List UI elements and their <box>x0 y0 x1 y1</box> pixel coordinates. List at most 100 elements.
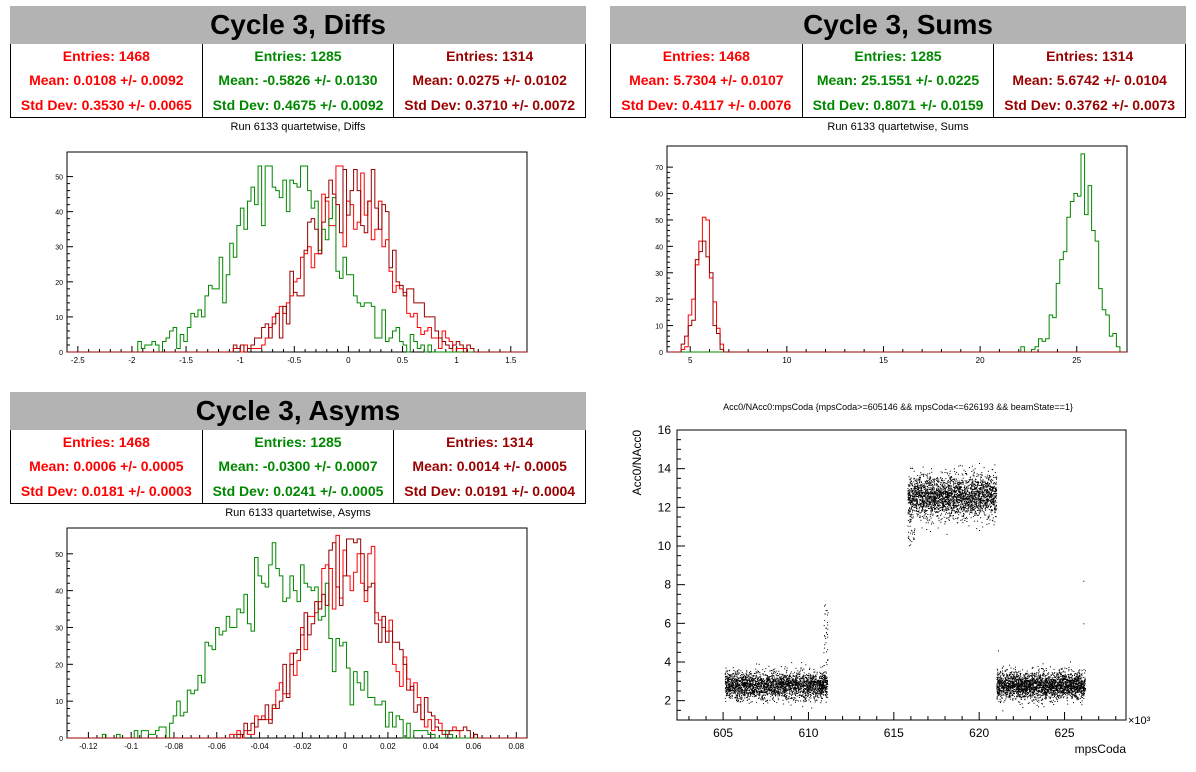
scatter-point <box>929 487 931 489</box>
scatter-point <box>934 491 936 493</box>
scatter-point <box>732 690 734 692</box>
scatter-point <box>801 677 802 679</box>
scatter-point <box>771 673 773 675</box>
stat-mean: Mean: 0.0014 +/- 0.0005 <box>412 458 567 475</box>
scatter-point <box>756 687 758 689</box>
scatter-point <box>960 509 962 511</box>
scatter-point <box>976 503 978 505</box>
scatter-point <box>809 680 811 682</box>
scatter-point <box>785 672 787 674</box>
scatter-point <box>802 682 803 684</box>
scatter-point <box>730 675 732 677</box>
scatter-point <box>783 689 785 691</box>
scatter-point <box>771 689 773 691</box>
scatter-point <box>950 498 952 500</box>
scatter-point <box>747 686 749 687</box>
scatter-point <box>816 695 818 697</box>
scatter-point <box>929 483 931 485</box>
scatter-point <box>963 505 964 507</box>
scatter-point <box>907 511 909 513</box>
scatter-point <box>821 676 823 678</box>
scatter-point <box>985 489 987 491</box>
scatter-point <box>789 693 791 695</box>
scatter-point <box>990 487 992 489</box>
scatter-point <box>808 692 810 694</box>
scatter-point <box>755 689 757 691</box>
scatter-point <box>784 691 786 693</box>
scatter-point <box>821 691 822 693</box>
scatter-point <box>911 487 913 489</box>
scatter-point <box>933 488 935 490</box>
scatter-point <box>796 688 797 689</box>
scatter-point <box>953 507 955 509</box>
scatter-point <box>787 674 789 676</box>
scatter-point <box>797 684 799 686</box>
scatter-point <box>960 486 962 488</box>
scatter-point <box>766 685 768 687</box>
scatter-point <box>798 690 800 692</box>
scatter-point <box>805 697 807 699</box>
scatter-point <box>765 682 767 684</box>
scatter-point <box>771 684 773 686</box>
scatter-point <box>778 691 780 693</box>
scatter-point <box>967 485 969 487</box>
scatter-point <box>814 687 816 689</box>
scatter-point <box>951 500 953 502</box>
scatter-point <box>740 686 742 688</box>
scatter-point <box>782 682 784 684</box>
scatter-point <box>933 482 935 484</box>
scatter-point <box>779 678 781 680</box>
scatter-point <box>960 519 962 521</box>
scatter-point <box>812 682 814 684</box>
scatter-point <box>973 471 975 473</box>
scatter-point <box>746 692 748 693</box>
scatter-point <box>961 465 963 467</box>
scatter-point <box>972 483 974 485</box>
scatter-point <box>817 684 819 686</box>
scatter-point <box>728 697 730 699</box>
scatter-point <box>992 499 994 501</box>
scatter-point <box>947 498 949 500</box>
scatter-point <box>964 506 966 508</box>
scatter-point <box>740 670 742 672</box>
scatter-point <box>934 503 936 505</box>
scatter-point <box>921 508 923 510</box>
scatter-point <box>819 691 821 693</box>
scatter-point <box>810 677 811 679</box>
scatter-point <box>811 687 813 689</box>
scatter-point <box>764 690 766 692</box>
scatter-point <box>972 490 974 492</box>
scatter-point <box>807 677 809 679</box>
scatter-point <box>743 684 745 686</box>
scatter-point <box>805 677 807 678</box>
scatter-point <box>986 486 988 488</box>
scatter-point <box>744 677 746 679</box>
scatter-point <box>924 498 926 500</box>
scatter-point <box>990 505 991 507</box>
scatter-point <box>932 485 934 487</box>
scatter-point <box>761 692 763 693</box>
scatter-point <box>826 682 827 684</box>
scatter-point <box>941 479 943 481</box>
scatter-point <box>727 694 729 696</box>
scatter-point <box>782 684 784 686</box>
scatter-point <box>958 480 960 482</box>
scatter-point <box>756 671 758 673</box>
plot-frame <box>666 145 1128 353</box>
scatter-point <box>725 678 727 680</box>
scatter-point <box>783 691 785 693</box>
scatter-point <box>766 690 768 692</box>
scatter-point <box>928 495 930 497</box>
scatter-point <box>734 690 736 692</box>
scatter-point <box>755 685 757 687</box>
scatter-point <box>967 508 969 510</box>
scatter-point <box>797 700 799 702</box>
scatter-point <box>927 487 929 489</box>
scatter-point <box>780 692 782 694</box>
scatter-point <box>991 514 993 516</box>
scatter-point <box>739 683 741 685</box>
scatter-point <box>767 675 768 676</box>
scatter-point <box>983 467 985 469</box>
scatter-point <box>947 503 949 505</box>
